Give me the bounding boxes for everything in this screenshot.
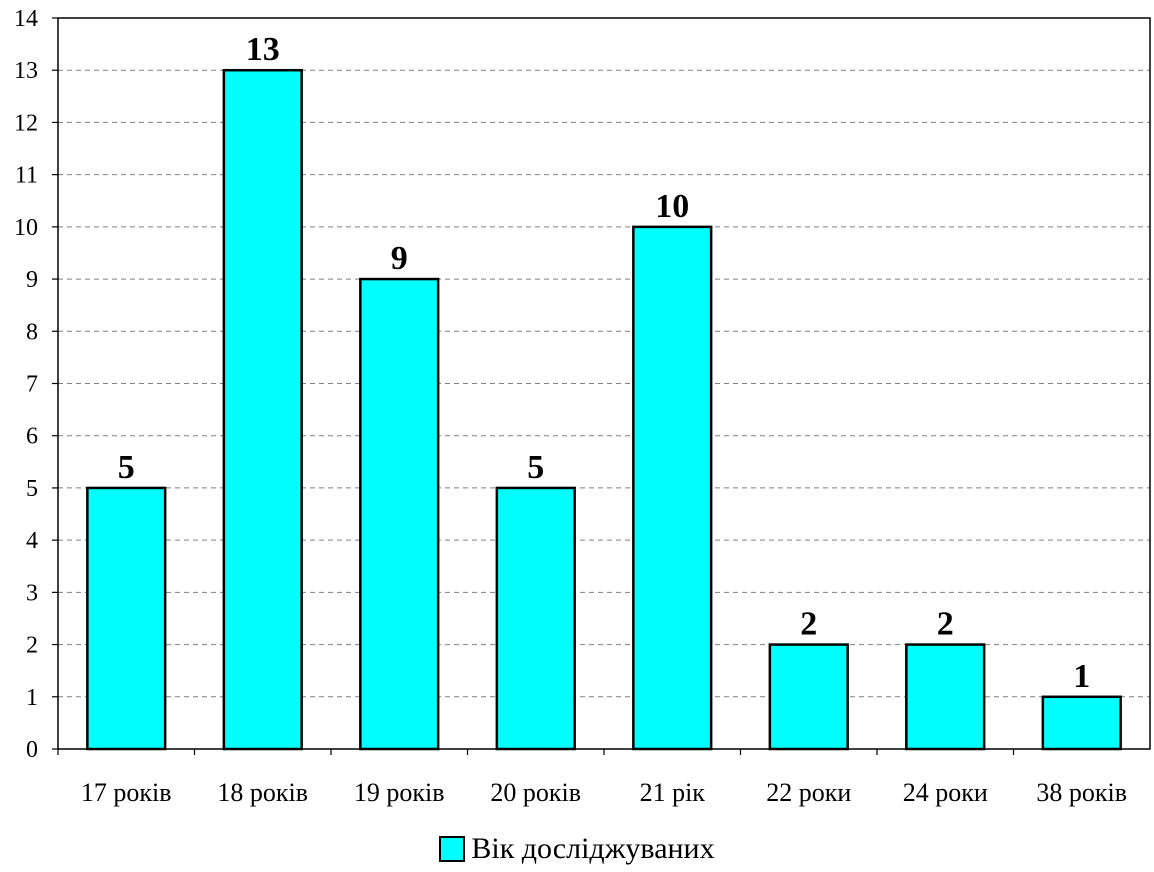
data-label: 10 [655, 188, 689, 225]
y-tick-label: 5 [26, 476, 38, 502]
x-tick-label: 24 роки [903, 778, 988, 807]
y-tick-label: 14 [14, 6, 38, 32]
y-tick-label: 12 [14, 110, 38, 136]
y-tick-label: 3 [26, 580, 38, 606]
legend-label: Вік досліджуваних [471, 832, 715, 865]
legend-swatch [439, 836, 466, 862]
x-tick-label: 17 років [81, 778, 172, 807]
y-tick-label: 1 [26, 685, 38, 711]
bar [86, 486, 167, 751]
y-tick-label: 0 [26, 737, 38, 763]
y-tick-label: 8 [26, 319, 38, 345]
data-label: 2 [800, 606, 817, 643]
data-label: 2 [937, 606, 954, 643]
x-tick-label: 22 роки [766, 778, 851, 807]
y-tick-label: 10 [14, 215, 38, 241]
y-tick-label: 9 [26, 267, 38, 293]
x-tick-label: 38 років [1036, 778, 1127, 807]
x-tick-label: 19 років [354, 778, 445, 807]
bar [1041, 695, 1122, 751]
y-tick-label: 11 [15, 163, 38, 189]
bar [222, 68, 303, 751]
legend: Вік досліджуваних [0, 832, 1154, 866]
data-label: 9 [391, 240, 408, 277]
bar [359, 277, 440, 751]
y-tick-label: 6 [26, 424, 38, 450]
data-label: 5 [527, 449, 544, 486]
y-tick-label: 7 [26, 372, 38, 398]
bar [768, 643, 849, 751]
x-tick-label: 18 років [217, 778, 308, 807]
bar [632, 225, 713, 751]
x-tick-label: 21 рік [640, 778, 706, 807]
x-tick-label: 20 років [490, 778, 581, 807]
data-label: 13 [246, 31, 280, 68]
bar [495, 486, 576, 751]
y-tick-label: 2 [26, 633, 38, 659]
data-label: 5 [118, 449, 135, 486]
y-tick-label: 13 [14, 58, 38, 84]
bar [905, 643, 986, 751]
data-label: 1 [1073, 658, 1090, 695]
y-tick-label: 4 [26, 528, 38, 554]
